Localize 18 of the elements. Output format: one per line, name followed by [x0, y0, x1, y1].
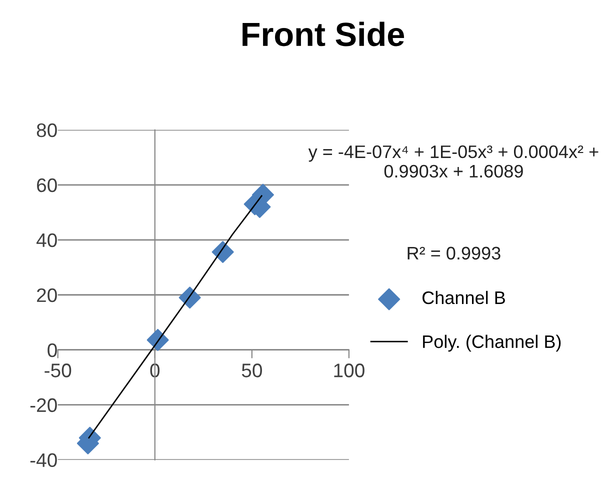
point [146, 328, 169, 351]
text: R² = 0.9993 [408, 246, 500, 260]
y-tick-label: 40 [36, 233, 57, 248]
y-tick-label: 60 [37, 178, 57, 192]
y-tick-label: 80 [36, 123, 57, 138]
y-tick-label: 20 [37, 288, 57, 302]
point [212, 240, 234, 263]
x-tick-label: -50 [44, 364, 72, 378]
chart-title: Front Side [242, 22, 404, 46]
annotation: y = -4E-07x⁴ + 1E-05x³ + 0.0004x² + 0.9903x + 1.6089 [308, 145, 598, 178]
legend-label: Poly. (Channel B) [423, 334, 561, 352]
y-tick-label: -40 [30, 453, 57, 468]
point [178, 286, 201, 309]
x-tick-label: 50 [242, 364, 262, 378]
y-tick-label: -20 [30, 398, 57, 412]
x-tick-label: 100 [334, 364, 364, 378]
y-tick-label: 0 [48, 343, 57, 358]
legend-label: Channel B [422, 290, 505, 304]
